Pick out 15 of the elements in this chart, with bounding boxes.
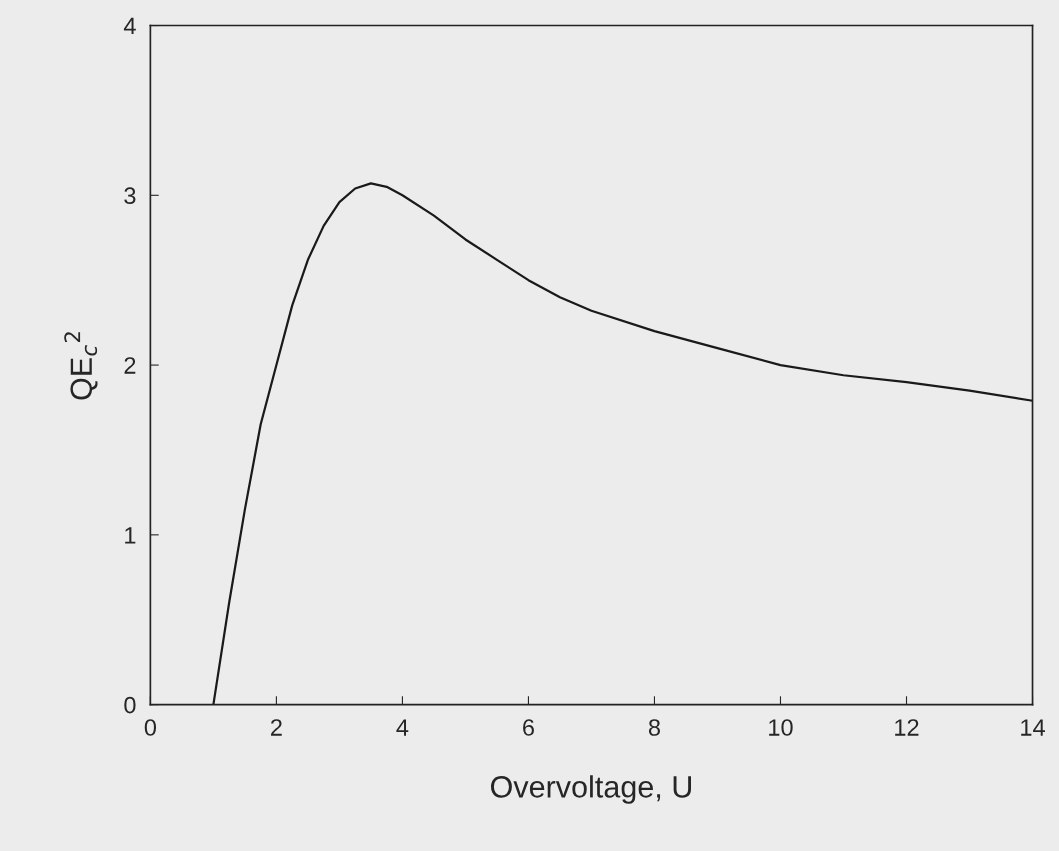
y-tick-label: 2 <box>124 357 136 374</box>
y-tick-label: 3 <box>124 187 136 205</box>
x-tick-label: 12 <box>895 719 919 736</box>
x-tick-label: 0 <box>144 719 157 736</box>
y-tick-label: 4 <box>123 17 136 35</box>
x-axis-title: Overvoltage, U <box>491 775 691 804</box>
x-tick-label: 2 <box>271 719 282 736</box>
x-tick-label: 14 <box>1021 719 1045 736</box>
y-axis-title: QE$_{c}$$^{2}$ <box>64 332 98 400</box>
x-tick-label: 10 <box>769 719 793 736</box>
x-tick-label: 8 <box>648 719 660 736</box>
x-tick-label: 6 <box>523 719 534 736</box>
y-tick-label: 0 <box>124 696 136 714</box>
x-tick-label: 4 <box>396 719 409 736</box>
y-tick-label: 1 <box>125 527 136 544</box>
